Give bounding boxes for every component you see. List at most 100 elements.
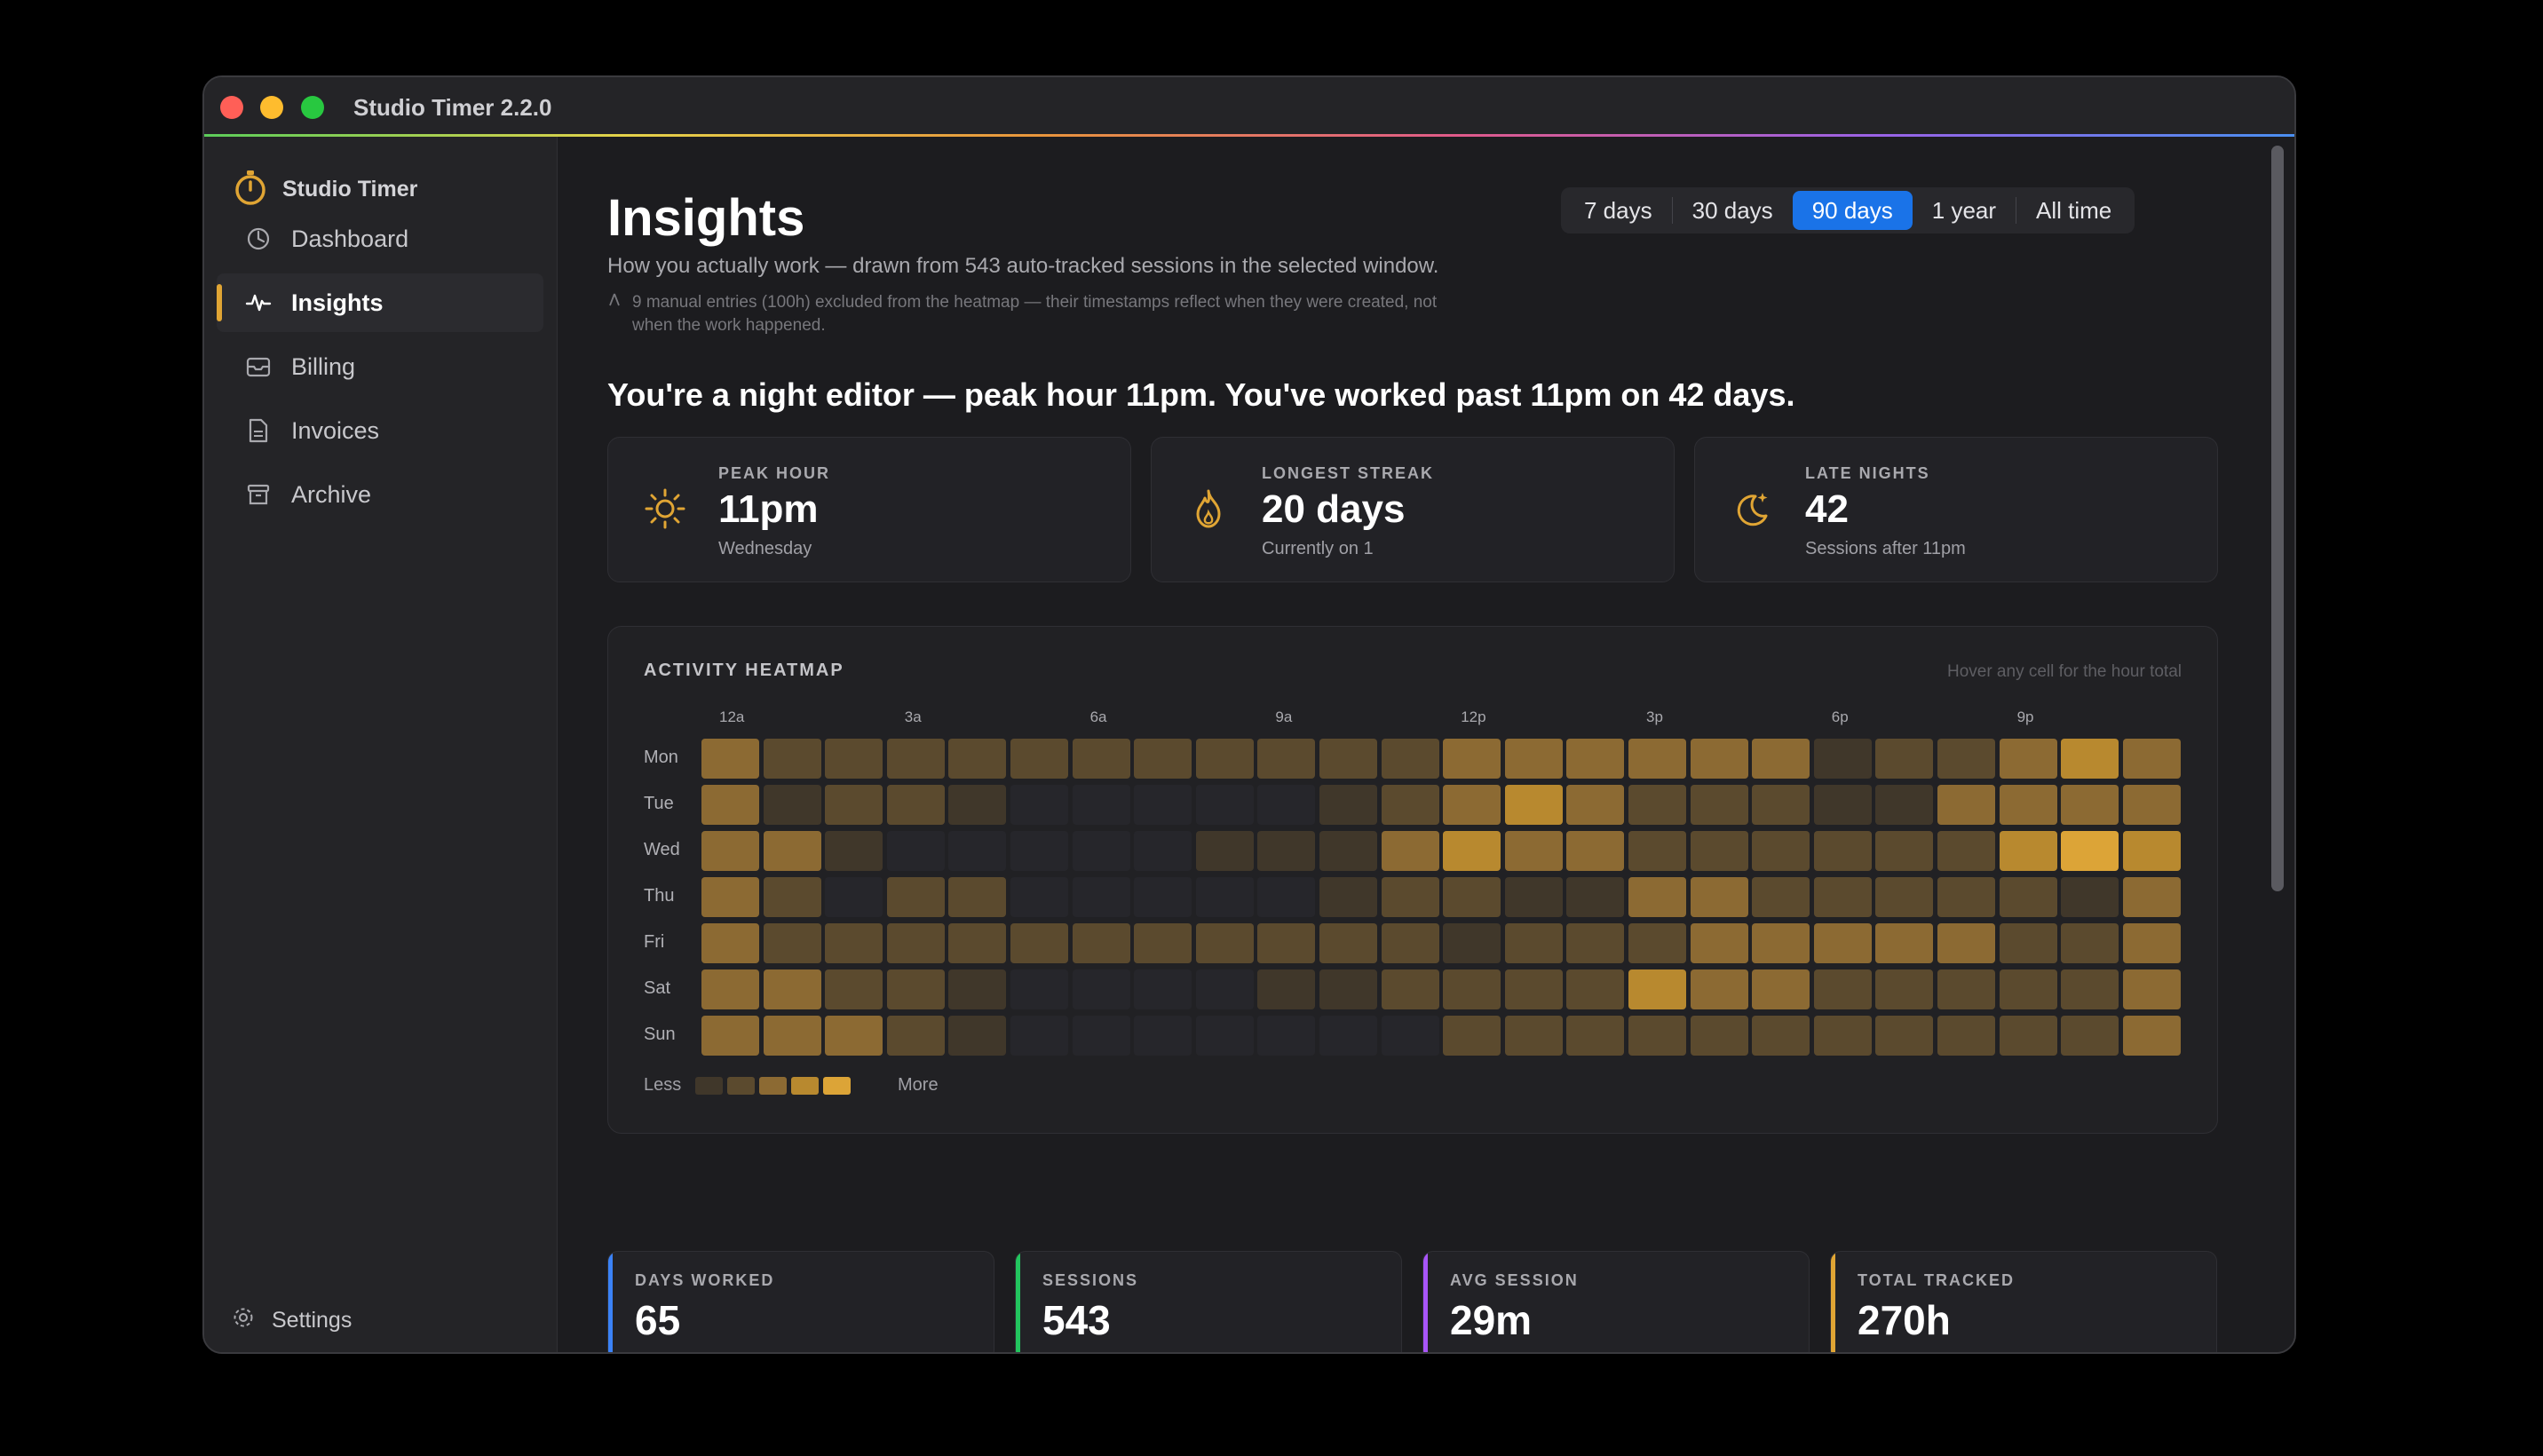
heatmap-cell[interactable] [1813,923,1872,963]
heatmap-cell[interactable] [701,877,759,917]
heatmap-cell[interactable] [1999,831,2057,871]
heatmap-cell[interactable] [701,739,759,779]
heatmap-cell[interactable] [1690,831,1748,871]
heatmap-cell[interactable] [1937,923,1995,963]
heatmap-cell[interactable] [1937,831,1995,871]
heatmap-cell[interactable] [1752,969,1810,1009]
range-90-days[interactable]: 90 days [1792,191,1913,230]
heatmap-cell[interactable] [2061,739,2119,779]
heatmap-cell[interactable] [1443,969,1501,1009]
heatmap-cell[interactable] [1690,785,1748,825]
sidebar-item-insights[interactable]: Insights [217,273,543,332]
heatmap-cell[interactable] [1566,785,1625,825]
heatmap-cell[interactable] [1072,831,1130,871]
heatmap-cell[interactable] [1875,831,1934,871]
heatmap-cell[interactable] [1504,785,1563,825]
heatmap-cell[interactable] [1999,877,2057,917]
heatmap-cell[interactable] [1195,739,1254,779]
heatmap-cell[interactable] [1257,923,1316,963]
heatmap-cell[interactable] [1381,785,1439,825]
range-all-time[interactable]: All time [2036,196,2112,224]
range-30-days[interactable]: 30 days [1691,196,1773,224]
heatmap-cell[interactable] [701,785,759,825]
heatmap-cell[interactable] [2122,1016,2181,1056]
heatmap-cell[interactable] [1999,739,2057,779]
heatmap-cell[interactable] [1443,739,1501,779]
heatmap-cell[interactable] [1195,923,1254,963]
heatmap-cell[interactable] [1628,877,1686,917]
heatmap-cell[interactable] [763,785,821,825]
heatmap-cell[interactable] [948,739,1007,779]
heatmap-cell[interactable] [1566,1016,1625,1056]
heatmap-cell[interactable] [825,785,883,825]
heatmap-cell[interactable] [1566,739,1625,779]
heatmap-cell[interactable] [1813,877,1872,917]
heatmap-cell[interactable] [1381,1016,1439,1056]
heatmap-cell[interactable] [1504,739,1563,779]
heatmap-cell[interactable] [1072,1016,1130,1056]
heatmap-cell[interactable] [1072,739,1130,779]
heatmap-cell[interactable] [1937,1016,1995,1056]
heatmap-cell[interactable] [1937,969,1995,1009]
heatmap-cell[interactable] [701,969,759,1009]
heatmap-cell[interactable] [763,831,821,871]
heatmap-cell[interactable] [1195,1016,1254,1056]
heatmap-cell[interactable] [1504,831,1563,871]
heatmap-cell[interactable] [1690,923,1748,963]
heatmap-cell[interactable] [2122,739,2181,779]
minimize-window-button[interactable] [260,96,283,119]
sidebar-item-dashboard[interactable]: Dashboard [217,210,543,268]
heatmap-cell[interactable] [948,877,1007,917]
heatmap-cell[interactable] [1319,923,1377,963]
heatmap-cell[interactable] [1504,877,1563,917]
heatmap-cell[interactable] [1010,923,1068,963]
heatmap-cell[interactable] [1195,785,1254,825]
heatmap-cell[interactable] [1381,831,1439,871]
heatmap-cell[interactable] [1999,923,2057,963]
heatmap-cell[interactable] [1195,877,1254,917]
heatmap-cell[interactable] [1195,969,1254,1009]
heatmap-cell[interactable] [948,785,1007,825]
heatmap-cell[interactable] [1813,739,1872,779]
heatmap-cell[interactable] [701,831,759,871]
heatmap-cell[interactable] [825,1016,883,1056]
heatmap-cell[interactable] [1813,969,1872,1009]
heatmap-cell[interactable] [1010,877,1068,917]
heatmap-cell[interactable] [1381,923,1439,963]
range-1-year[interactable]: 1 year [1931,196,1997,224]
heatmap-cell[interactable] [1752,831,1810,871]
heatmap-cell[interactable] [886,831,945,871]
heatmap-cell[interactable] [1319,877,1377,917]
heatmap-cell[interactable] [1381,739,1439,779]
heatmap-cell[interactable] [1443,1016,1501,1056]
heatmap-cell[interactable] [1010,785,1068,825]
range-7-days[interactable]: 7 days [1584,196,1652,224]
heatmap-cell[interactable] [1010,831,1068,871]
heatmap-cell[interactable] [1504,969,1563,1009]
heatmap-cell[interactable] [1134,785,1192,825]
heatmap-cell[interactable] [2122,785,2181,825]
heatmap-cell[interactable] [1875,923,1934,963]
heatmap-cell[interactable] [1628,923,1686,963]
heatmap-cell[interactable] [1134,831,1192,871]
heatmap-cell[interactable] [1752,1016,1810,1056]
heatmap-cell[interactable] [701,923,759,963]
heatmap-cell[interactable] [1566,877,1625,917]
heatmap-cell[interactable] [1134,969,1192,1009]
heatmap-cell[interactable] [1875,969,1934,1009]
heatmap-cell[interactable] [1566,831,1625,871]
heatmap-cell[interactable] [1134,739,1192,779]
heatmap-cell[interactable] [886,1016,945,1056]
zoom-window-button[interactable] [301,96,324,119]
heatmap-cell[interactable] [1752,877,1810,917]
heatmap-cell[interactable] [825,877,883,917]
heatmap-cell[interactable] [1195,831,1254,871]
heatmap-cell[interactable] [886,969,945,1009]
heatmap-cell[interactable] [1319,739,1377,779]
heatmap-cell[interactable] [948,969,1007,1009]
heatmap-cell[interactable] [1628,785,1686,825]
heatmap-cell[interactable] [1937,785,1995,825]
heatmap-cell[interactable] [825,831,883,871]
heatmap-cell[interactable] [2061,831,2119,871]
heatmap-cell[interactable] [1319,785,1377,825]
